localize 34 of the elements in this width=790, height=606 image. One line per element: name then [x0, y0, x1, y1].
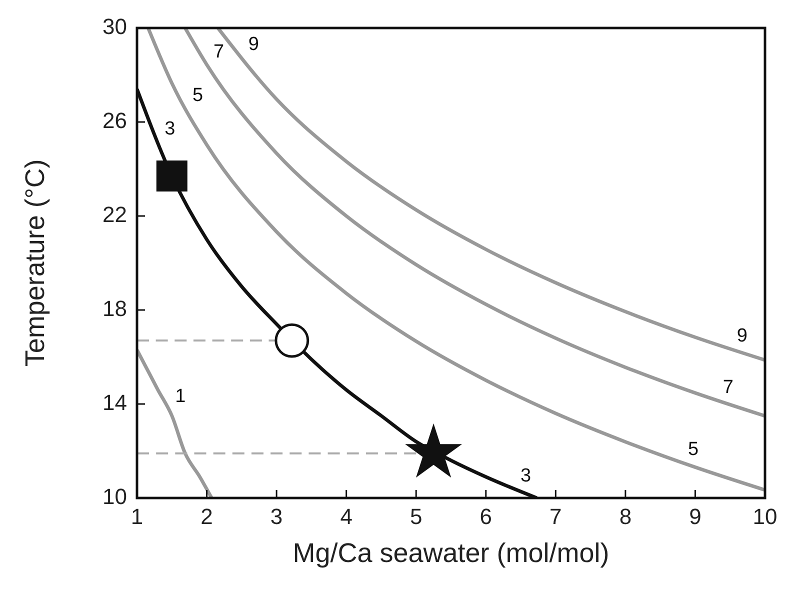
y-tick-label: 10: [102, 484, 127, 509]
x-tick-label: 10: [752, 504, 778, 529]
annotation: 3: [520, 465, 532, 486]
x-tick-label: 9: [689, 504, 702, 529]
y-tick-label: 14: [102, 390, 127, 415]
x-axis-title: Mg/Ca seawater (mol/mol): [292, 538, 610, 568]
point: [274, 323, 310, 358]
x-tick-label: 8: [619, 504, 632, 529]
x-tick-label: 6: [480, 504, 492, 529]
y-tick-label: 26: [102, 108, 127, 133]
line-series: [216, 28, 765, 362]
point: [156, 160, 188, 192]
x-tick-label: 2: [200, 504, 213, 529]
x-tick-label: 7: [550, 504, 562, 529]
line-series: [146, 28, 765, 492]
annotation: 5: [192, 84, 204, 106]
y-tick-label: 18: [102, 296, 127, 321]
x-tick-label: 4: [340, 504, 352, 529]
x-tick-label: 1: [130, 504, 144, 529]
y-axis-title: Temperature (°C): [20, 159, 50, 367]
point: [406, 424, 461, 477]
y-tick-label: 30: [102, 14, 127, 39]
annotation: 3: [164, 118, 176, 140]
annotation: 1: [175, 386, 186, 408]
annotation: 7: [213, 42, 224, 63]
annotation: 9: [248, 34, 259, 55]
annotation: 9: [736, 326, 748, 347]
annotation: 7: [722, 376, 734, 398]
line-series: [137, 348, 214, 498]
x-tick-label: 3: [270, 504, 283, 529]
x-tick-label: 5: [410, 504, 422, 529]
line-series: [183, 28, 765, 418]
y-tick-label: 22: [102, 202, 127, 227]
annotation: 5: [688, 439, 699, 460]
